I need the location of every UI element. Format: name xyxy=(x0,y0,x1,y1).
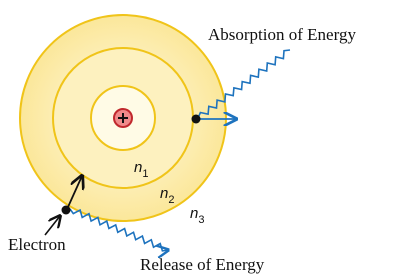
absorption-label: Absorption of Energy xyxy=(208,25,356,44)
orbit-label: n3 xyxy=(190,205,204,226)
bohr-diagram: Absorption of Energy Electron Release of… xyxy=(0,0,418,275)
release-label: Release of Energy xyxy=(140,255,265,274)
electron-pointer xyxy=(45,216,60,235)
electron-n3 xyxy=(62,206,71,215)
electron-n2 xyxy=(192,115,201,124)
electron-label: Electron xyxy=(8,235,66,254)
